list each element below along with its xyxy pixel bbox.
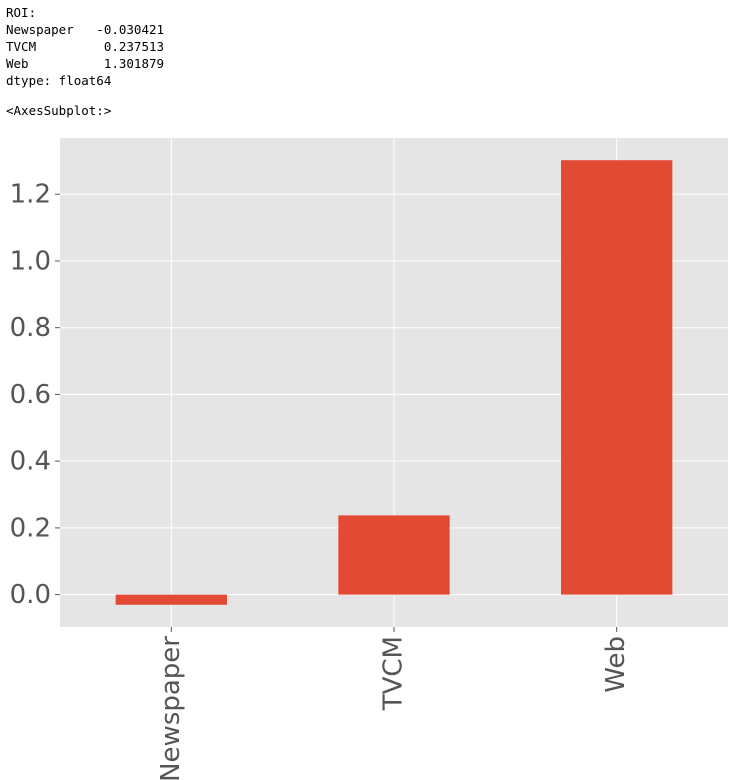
output-line: Newspaper -0.030421 xyxy=(6,22,165,37)
bar xyxy=(561,160,673,595)
output-line: TVCM 0.237513 xyxy=(6,39,165,54)
x-tick-label: Web xyxy=(601,636,631,693)
y-tick-label: 0.8 xyxy=(10,313,51,343)
y-tick-label: 1.0 xyxy=(10,246,51,276)
bar xyxy=(115,594,227,605)
output-repr: <AxesSubplot:> xyxy=(6,103,112,118)
y-tick-label: 0.6 xyxy=(10,380,51,410)
output-line: ROI: xyxy=(6,5,37,20)
y-tick-label: 0.0 xyxy=(10,580,51,610)
y-tick-label: 1.2 xyxy=(10,180,51,210)
output-line: dtype: float64 xyxy=(6,73,112,88)
y-tick-label: 0.2 xyxy=(10,513,51,543)
output-text: ROI: Newspaper -0.030421 TVCM 0.237513 Web … xyxy=(6,4,164,119)
bar xyxy=(338,515,450,595)
x-tick-label: Newspaper xyxy=(156,636,186,780)
x-tick-label: TVCM xyxy=(379,636,409,711)
y-tick-label: 0.4 xyxy=(10,447,51,477)
output-line: Web 1.301879 xyxy=(6,56,165,71)
